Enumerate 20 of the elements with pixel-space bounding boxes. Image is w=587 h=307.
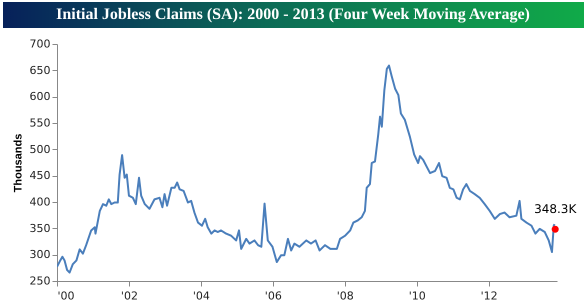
chart-title: Initial Jobless Claims (SA): 2000 - 2013 (Four Week Moving Average) (56, 6, 530, 23)
y-tick-label: 300 (30, 248, 50, 262)
x-tick-label: '04 (192, 290, 210, 302)
x-tick-label: '08 (336, 290, 354, 302)
y-tick-label: 250 (30, 274, 50, 288)
y-tick-label: 500 (30, 142, 50, 156)
x-tick-label: '06 (264, 290, 282, 302)
y-axis-title: Thousands (12, 134, 25, 192)
x-tick-label: '00 (58, 290, 75, 302)
y-tick-label: 650 (30, 64, 50, 77)
y-tick-label: 550 (30, 116, 50, 130)
y-tick-label: 600 (30, 90, 50, 104)
x-tick-label: '10 (408, 290, 426, 302)
data-label: 348.3K (534, 202, 578, 216)
y-tick-label: 450 (30, 169, 50, 182)
y-tick-label: 700 (30, 38, 50, 50)
y-tick-label: 350 (30, 222, 50, 235)
x-tick-label: '12 (480, 290, 498, 302)
y-tick-label: 400 (30, 196, 50, 208)
x-tick-label: '02 (120, 290, 138, 302)
